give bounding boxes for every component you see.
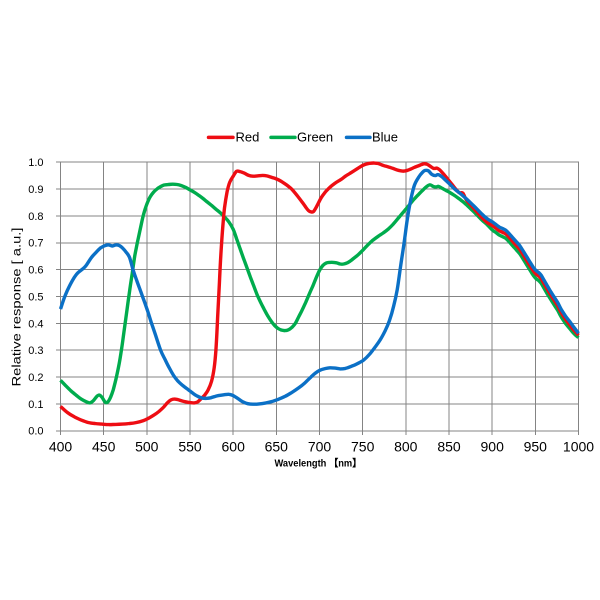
svg-text:0.3: 0.3 xyxy=(28,345,43,357)
svg-text:550: 550 xyxy=(178,439,202,455)
svg-text:800: 800 xyxy=(394,439,418,455)
svg-text:1.0: 1.0 xyxy=(28,157,43,169)
svg-text:450: 450 xyxy=(92,439,116,455)
svg-text:0.4: 0.4 xyxy=(28,318,43,330)
svg-text:0.7: 0.7 xyxy=(28,238,43,250)
svg-text:0.8: 0.8 xyxy=(28,211,43,223)
svg-text:Blue: Blue xyxy=(372,130,398,145)
svg-text:400: 400 xyxy=(49,439,73,455)
svg-text:Red: Red xyxy=(236,130,260,145)
svg-text:0.2: 0.2 xyxy=(28,372,43,384)
svg-text:1000: 1000 xyxy=(563,439,594,455)
svg-text:Relative response [ a.u.]: Relative response [ a.u.] xyxy=(12,228,24,387)
svg-text:900: 900 xyxy=(481,439,505,455)
svg-text:0.5: 0.5 xyxy=(28,291,43,303)
svg-text:0.1: 0.1 xyxy=(28,399,43,411)
svg-text:600: 600 xyxy=(222,439,246,455)
svg-text:700: 700 xyxy=(308,439,332,455)
svg-text:0.9: 0.9 xyxy=(28,184,43,196)
svg-text:Wavelength 【nm】: Wavelength 【nm】 xyxy=(275,457,362,470)
svg-text:750: 750 xyxy=(351,439,375,455)
svg-text:850: 850 xyxy=(437,439,461,455)
svg-text:950: 950 xyxy=(524,439,548,455)
svg-text:0.0: 0.0 xyxy=(28,426,43,438)
svg-text:500: 500 xyxy=(135,439,159,455)
svg-text:Green: Green xyxy=(297,130,333,145)
svg-text:650: 650 xyxy=(265,439,289,455)
svg-text:0.6: 0.6 xyxy=(28,265,43,277)
